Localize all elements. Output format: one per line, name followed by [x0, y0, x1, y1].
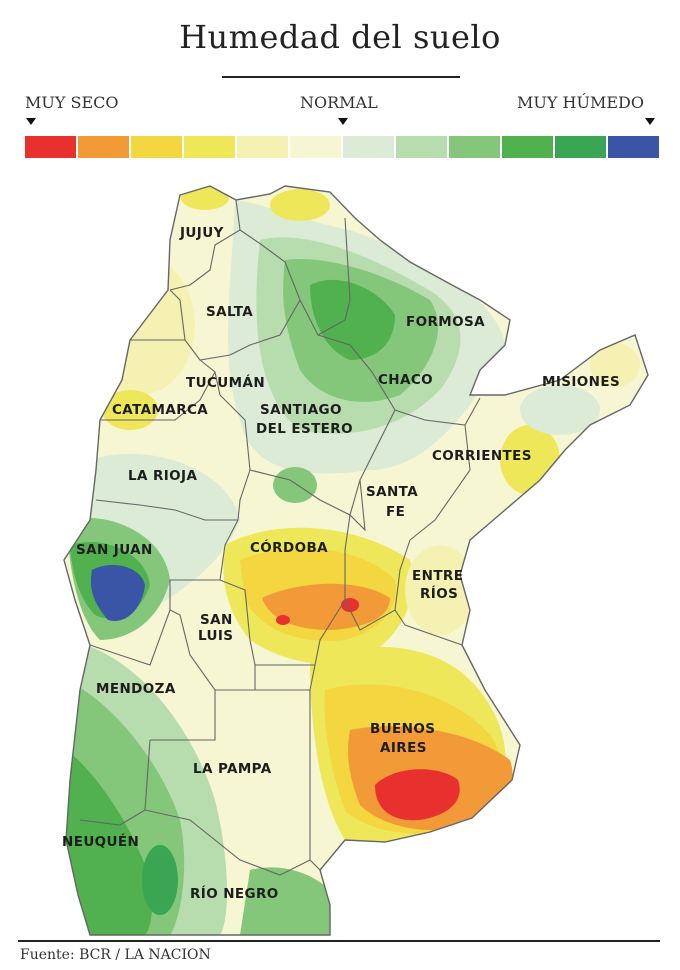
- legend-swatch-11: [555, 136, 606, 158]
- legend-dry-arrow-icon: [26, 118, 36, 125]
- source-credit: Fuente: BCR / LA NACION: [20, 947, 211, 963]
- legend-swatch-8: [396, 136, 447, 158]
- label-santa-fe-2: FE: [386, 504, 405, 520]
- label-santa-fe-1: SANTA: [366, 484, 418, 500]
- legend-swatch-9: [449, 136, 500, 158]
- province-borders: [79, 199, 481, 876]
- map-title: Humedad del suelo: [179, 18, 501, 56]
- country-outline: [63, 185, 649, 936]
- label-buenos-aires-1: BUENOS: [370, 721, 435, 737]
- label-la-pampa: LA PAMPA: [193, 761, 272, 777]
- label-entre-rios-2: RÍOS: [420, 585, 458, 602]
- label-santiago-1: SANTIAGO: [260, 402, 342, 418]
- legend-normal-arrow-icon: [338, 118, 348, 125]
- label-misiones: MISIONES: [542, 374, 620, 390]
- legend-dry-label: MUY SECO: [25, 93, 119, 112]
- label-rio-negro: RÍO NEGRO: [190, 885, 279, 902]
- label-salta: SALTA: [206, 304, 253, 320]
- soil-moisture-map: JUJUY SALTA FORMOSA TUCUMÁN CHACO MISION…: [62, 185, 649, 936]
- title-underline: [222, 76, 460, 78]
- label-formosa: FORMOSA: [406, 314, 485, 330]
- label-catamarca: CATAMARCA: [112, 402, 208, 418]
- legend-wet-arrow-icon: [645, 118, 655, 125]
- label-santiago-2: DEL ESTERO: [256, 421, 353, 437]
- legend-swatch-7: [343, 136, 394, 158]
- legend-swatch-12: [608, 136, 659, 158]
- footer-rule: [18, 940, 660, 942]
- legend-swatch-4: [184, 136, 235, 158]
- label-entre-rios-1: ENTRE: [412, 568, 463, 584]
- label-mendoza: MENDOZA: [96, 681, 176, 697]
- label-cordoba: CÓRDOBA: [250, 538, 328, 556]
- label-neuquen: NEUQUÉN: [62, 833, 139, 850]
- label-buenos-aires-2: AIRES: [380, 740, 427, 756]
- legend-normal-label: NORMAL: [300, 93, 378, 112]
- label-jujuy: JUJUY: [179, 225, 224, 241]
- legend-swatch-5: [237, 136, 288, 158]
- legend-swatch-1: [25, 136, 76, 158]
- label-san-luis-1: SAN: [200, 612, 233, 628]
- legend-swatch-2: [78, 136, 129, 158]
- label-la-rioja: LA RIOJA: [128, 468, 197, 484]
- legend-swatch-10: [502, 136, 553, 158]
- legend-swatch-3: [131, 136, 182, 158]
- legend-color-scale: [25, 136, 659, 158]
- legend-swatch-6: [290, 136, 341, 158]
- label-san-luis-2: LUIS: [198, 628, 233, 644]
- label-chaco: CHACO: [378, 372, 433, 388]
- legend-wet-label: MUY HÚMEDO: [517, 93, 644, 112]
- label-san-juan: SAN JUAN: [76, 542, 153, 558]
- label-tucuman: TUCUMÁN: [186, 374, 265, 391]
- label-corrientes: CORRIENTES: [432, 448, 532, 464]
- province-labels: JUJUY SALTA FORMOSA TUCUMÁN CHACO MISION…: [62, 225, 620, 902]
